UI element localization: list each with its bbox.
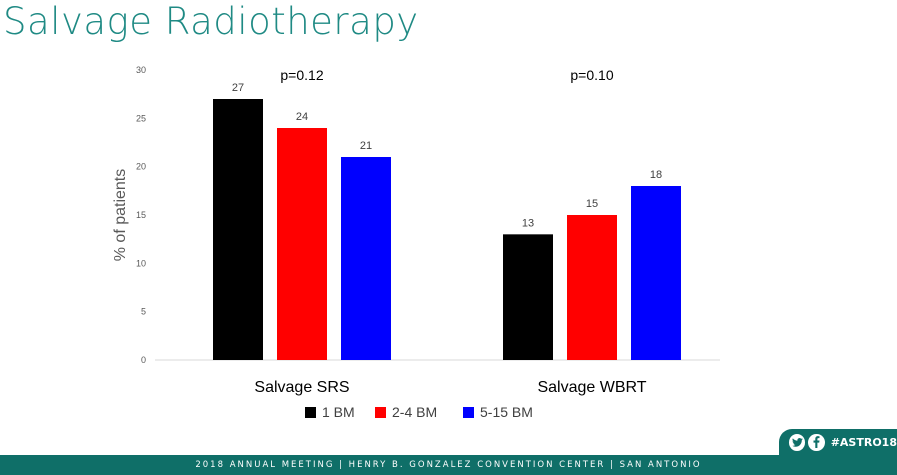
footer-text: 2018 ANNUAL MEETING | HENRY B. GONZALEZ … [195, 460, 702, 470]
y-tick-label: 5 [141, 307, 146, 317]
twitter-icon [789, 433, 806, 451]
data-label: 24 [296, 111, 308, 123]
data-label: 27 [232, 82, 244, 94]
y-tick-label: 0 [141, 355, 146, 365]
legend-label: 2-4 BM [392, 404, 437, 420]
bar [567, 215, 617, 360]
bar [631, 186, 681, 360]
legend-label: 5-15 BM [480, 404, 533, 420]
y-tick-label: 10 [136, 258, 146, 268]
legend-swatch [305, 407, 316, 418]
y-tick-label: 25 [136, 113, 146, 123]
category-label: Salvage SRS [254, 379, 349, 396]
slide-title: Salvage Radiotherapy [3, 0, 419, 43]
hashtag-label: #ASTRO18 [830, 435, 897, 449]
p-value-annotation: p=0.12 [280, 67, 323, 83]
y-axis-label: % of patients [112, 169, 129, 262]
bar-chart: 0 5 10 15 20 25 30 % of patients 27 24 21 Salvage S… [112, 65, 720, 420]
legend-label: 1 BM [322, 404, 355, 420]
category-label: Salvage WBRT [537, 379, 646, 396]
p-value-annotation: p=0.10 [570, 67, 613, 83]
data-label: 18 [650, 169, 662, 181]
y-tick-label: 30 [136, 65, 146, 75]
facebook-icon [808, 433, 825, 451]
legend-swatch [463, 407, 474, 418]
social-badge: #ASTRO18 [779, 429, 897, 455]
y-tick-label: 20 [136, 162, 146, 172]
bar [341, 157, 391, 360]
bar [213, 99, 263, 360]
footer-bar: 2018 ANNUAL MEETING | HENRY B. GONZALEZ … [0, 455, 897, 475]
data-label: 15 [586, 198, 598, 210]
bar [503, 234, 553, 360]
data-label: 13 [522, 217, 534, 229]
y-tick-label: 15 [136, 210, 146, 220]
legend-swatch [375, 407, 386, 418]
bar [277, 128, 327, 360]
data-label: 21 [360, 140, 372, 152]
